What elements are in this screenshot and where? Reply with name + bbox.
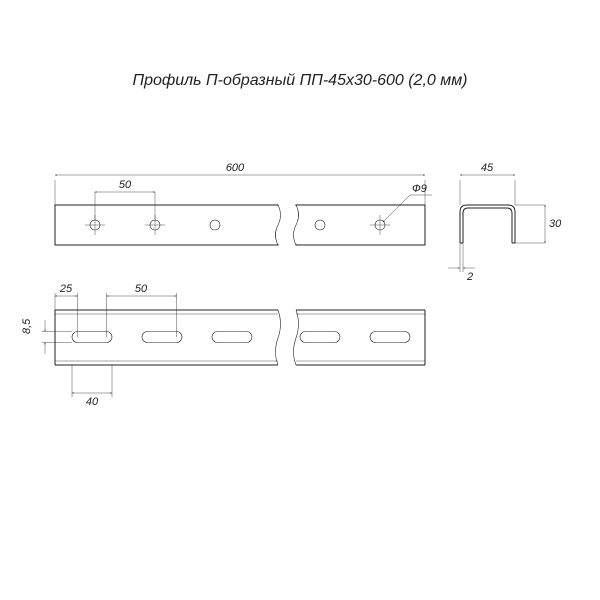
slot xyxy=(300,332,340,343)
slot xyxy=(370,332,410,343)
dim-50-slots: 50 xyxy=(135,283,148,295)
view-section: 45 30 2 xyxy=(448,162,562,283)
view-bottom: 25 50 8,5 40 xyxy=(21,283,425,408)
dim-600: 600 xyxy=(226,162,245,174)
dim-30: 30 xyxy=(549,218,562,230)
drawing-canvas: Профиль П-образный ПП-45х30-600 (2,0 мм) xyxy=(0,0,600,600)
dim-50-holes: 50 xyxy=(119,179,132,191)
hole xyxy=(210,220,220,230)
drawing-title: Профиль П-образный ПП-45х30-600 (2,0 мм) xyxy=(132,72,467,89)
dim-40: 40 xyxy=(86,396,99,408)
dim-2: 2 xyxy=(466,271,473,283)
hole xyxy=(315,220,325,230)
view-top: 600 50 Ф9 xyxy=(55,162,432,245)
dim-25: 25 xyxy=(59,283,73,295)
dim-phi9: Ф9 xyxy=(412,183,427,195)
slot xyxy=(142,332,182,343)
dim-8-5: 8,5 xyxy=(21,318,33,334)
slot xyxy=(212,332,252,343)
slot xyxy=(72,332,112,343)
dim-45: 45 xyxy=(481,162,494,174)
